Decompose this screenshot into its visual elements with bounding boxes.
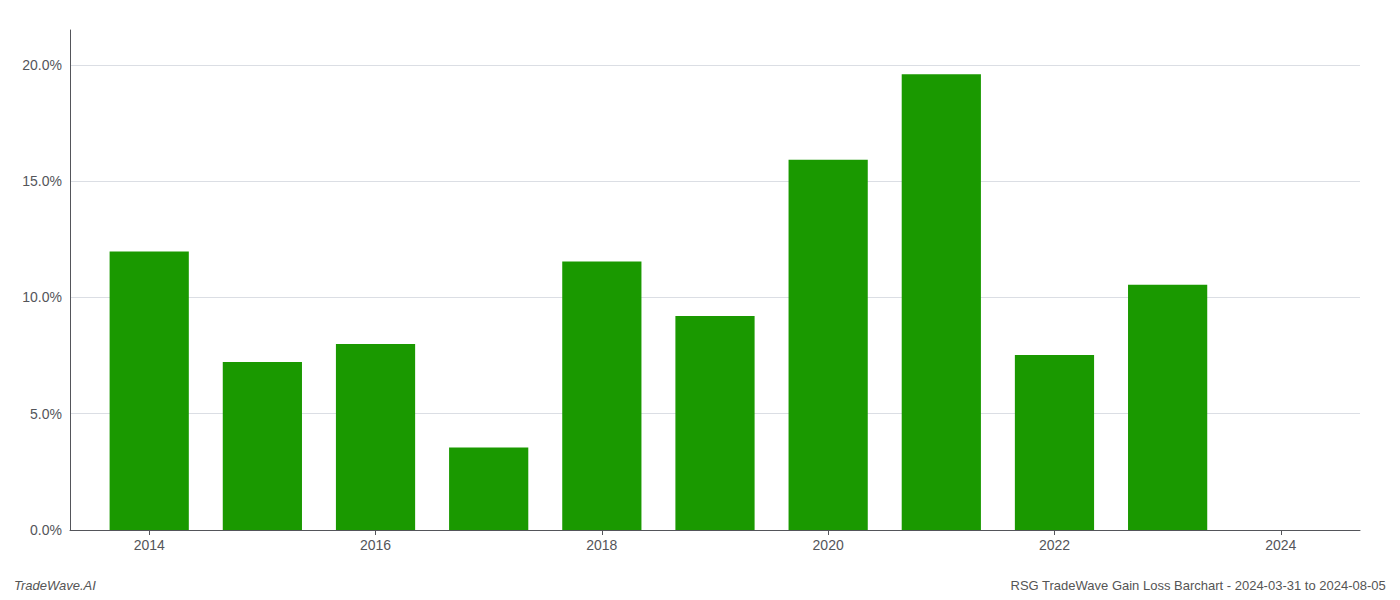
svg-text:RSG TradeWave Gain Loss Barcha: RSG TradeWave Gain Loss Barchart - 2024-… — [1010, 578, 1385, 593]
svg-text:2024: 2024 — [1265, 537, 1296, 553]
svg-text:2018: 2018 — [586, 537, 617, 553]
svg-text:2014: 2014 — [134, 537, 165, 553]
svg-text:2020: 2020 — [813, 537, 844, 553]
svg-text:2022: 2022 — [1039, 537, 1070, 553]
svg-text:20.0%: 20.0% — [22, 57, 62, 73]
svg-text:2016: 2016 — [360, 537, 391, 553]
svg-text:0.0%: 0.0% — [30, 522, 62, 538]
svg-text:15.0%: 15.0% — [22, 173, 62, 189]
svg-text:10.0%: 10.0% — [22, 289, 62, 305]
svg-text:5.0%: 5.0% — [30, 406, 62, 422]
svg-text:TradeWave.AI: TradeWave.AI — [14, 578, 96, 593]
